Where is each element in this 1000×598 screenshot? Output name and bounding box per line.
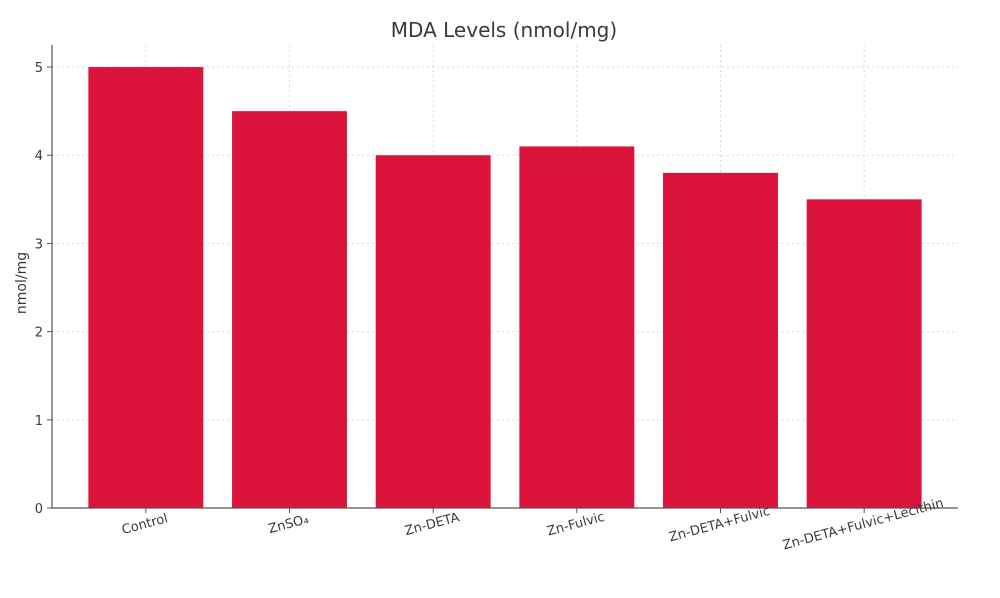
y-axis-label: nmol/mg (14, 252, 30, 314)
x-tick-label: Control (120, 511, 169, 538)
bars (88, 67, 922, 509)
y-tick-label: 2 (35, 326, 43, 341)
x-tick-label: Zn-DETA+Fulvic (667, 504, 771, 545)
x-tick-label: ZnSO₄ (267, 512, 310, 537)
y-tick-labels: 0 1 2 3 4 5 (35, 61, 43, 517)
x-tick-label: Zn-DETA (403, 510, 461, 539)
y-tick-label: 5 (35, 61, 43, 76)
bar (375, 155, 491, 508)
chart-title: MDA Levels (nmol/mg) (391, 18, 617, 42)
bar (806, 199, 922, 509)
bar (663, 172, 778, 508)
y-tick-label: 0 (35, 502, 43, 517)
bar (232, 111, 347, 509)
x-tick-label: Zn-Fulvic (546, 510, 607, 540)
axes (47, 45, 958, 513)
y-tick-label: 3 (35, 237, 43, 252)
y-tick-label: 4 (35, 149, 43, 164)
y-tick-label: 1 (35, 414, 43, 429)
bar (88, 67, 204, 509)
bar (519, 146, 635, 508)
